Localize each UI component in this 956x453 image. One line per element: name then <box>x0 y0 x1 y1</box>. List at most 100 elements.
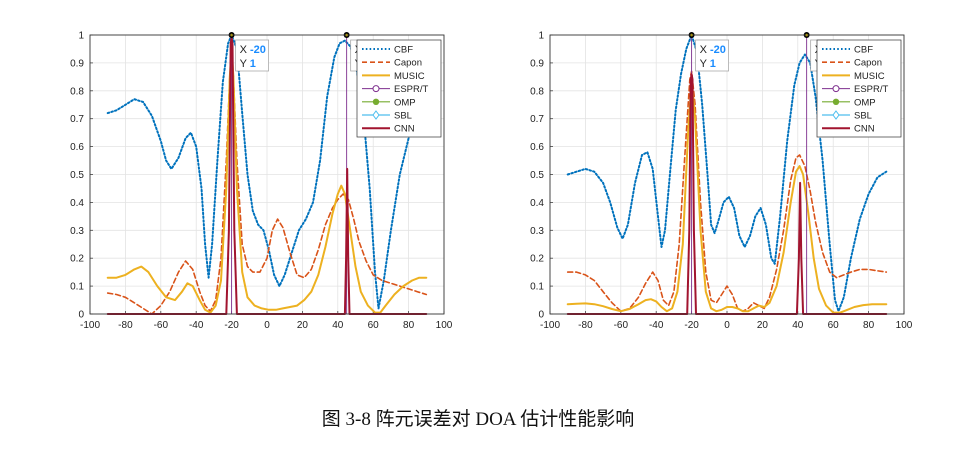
datatip-box <box>695 39 729 72</box>
series-music <box>566 78 888 314</box>
y-tick-label: 0.3 <box>70 226 84 237</box>
datatip-box <box>235 39 270 72</box>
legend-label: ESPR/T <box>394 84 429 95</box>
series-group <box>566 34 888 315</box>
y-tick-label: 0.2 <box>70 254 84 265</box>
legend-label: SBL <box>394 111 412 122</box>
legend-label: CNN <box>394 124 415 135</box>
legend-marker <box>832 110 840 120</box>
y-tick-label: 0.7 <box>530 114 544 125</box>
series-music <box>106 47 428 314</box>
x-tick-label: 40 <box>792 320 804 331</box>
legend-label: CNN <box>854 124 875 135</box>
y-tick-label: 0.2 <box>530 254 544 265</box>
y-tick-label: 0.1 <box>70 282 84 293</box>
legend-entry-cbf: CBF <box>362 45 413 56</box>
series-cnn <box>566 73 888 315</box>
legend-label: MUSIC <box>854 71 885 82</box>
y-tick-label: 1 <box>78 31 84 42</box>
series-group <box>106 34 428 315</box>
y-tick-label: 0.4 <box>70 198 84 209</box>
x-tick-label: 20 <box>297 320 309 331</box>
series-capon <box>106 56 428 315</box>
legend-label: Capon <box>854 58 882 69</box>
legend-label: CBF <box>394 45 413 56</box>
legend: CBF Capon MUSIC ESPR/T OMP SBL CNN <box>816 39 902 138</box>
legend-label: CBF <box>854 45 873 56</box>
legend-marker <box>372 98 380 106</box>
legend: CBF Capon MUSIC ESPR/T OMP SBL CNN <box>356 39 442 138</box>
legend-label: MUSIC <box>394 71 425 82</box>
legend-entry-omp: OMP <box>362 97 416 108</box>
legend-entry-music: MUSIC <box>362 71 425 82</box>
x-tick-label: -40 <box>649 320 664 331</box>
x-tick-label: 0 <box>264 320 270 331</box>
datatip-y: Y 1 <box>700 58 716 70</box>
x-tick-label: -20 <box>224 320 239 331</box>
legend-entry-capon: Capon <box>822 58 882 69</box>
y-tick-label: 0.8 <box>70 86 84 97</box>
y-tick-label: 0.9 <box>530 58 544 69</box>
legend-entry-cnn: CNN <box>362 124 415 135</box>
series-capon <box>566 70 888 312</box>
legend-entry-omp: OMP <box>822 97 876 108</box>
x-tick-label: -20 <box>684 320 699 331</box>
series-cbf <box>106 34 428 310</box>
y-tick-label: 0.8 <box>530 86 544 97</box>
legend-entry-cnn: CNN <box>822 124 875 135</box>
axes-frame <box>89 34 445 315</box>
datatip-x: X -20 <box>700 44 726 56</box>
y-tick-label: 0.3 <box>530 226 544 237</box>
legend-entry-esprit: ESPR/T <box>822 84 889 95</box>
legend-entry-capon: Capon <box>362 58 422 69</box>
x-tick-label: 0 <box>724 320 730 331</box>
x-tick-label: 60 <box>368 320 380 331</box>
x-tick-label: 100 <box>436 320 453 331</box>
axes-frame <box>549 34 905 315</box>
series-cbf <box>566 34 888 313</box>
chart-panel-1: -100 -80 -60 -40 -20 0 20 40 60 80 100 0 0.1 0.2 0.3 0.… <box>70 31 453 332</box>
x-tick-label: 40 <box>332 320 344 331</box>
legend-entry-music: MUSIC <box>822 71 885 82</box>
y-tick-label: 0 <box>538 310 544 321</box>
y-tick-label: 0.4 <box>530 198 544 209</box>
y-tick-label: 0.9 <box>70 58 84 69</box>
y-tick-label: 0.1 <box>530 282 544 293</box>
figure-caption: 图 3-8 阵元误差对 DOA 估计性能影响 <box>321 409 635 430</box>
x-tick-label: -100 <box>80 320 100 331</box>
x-tick-label: 60 <box>828 320 840 331</box>
series-cnn <box>106 36 428 315</box>
x-tick-label: -60 <box>154 320 169 331</box>
datatip-x: X -20 <box>240 44 266 56</box>
y-tick-label: 0.5 <box>530 170 544 181</box>
y-tick-label: 0.6 <box>70 142 84 153</box>
x-tick-label: -80 <box>118 320 133 331</box>
y-tick-label: 0 <box>78 310 84 321</box>
legend-marker <box>372 110 380 120</box>
datatip: X -20 Y 1 <box>695 39 729 72</box>
legend-entry-sbl: SBL <box>362 110 412 122</box>
legend-label: OMP <box>394 97 416 108</box>
legend-entry-sbl: SBL <box>822 110 872 122</box>
datatip: X -20 Y 1 <box>235 39 270 72</box>
legend-label: ESPR/T <box>854 84 889 95</box>
y-tick-label: 0.5 <box>70 170 84 181</box>
chart-panel-2: -100 -80 -60 -40 -20 0 20 40 60 80 100 0 0.1 0.2 0.3 0.… <box>530 31 913 332</box>
datatip-y: Y 1 <box>240 58 256 70</box>
legend-entry-esprit: ESPR/T <box>362 84 429 95</box>
x-tick-label: 80 <box>863 320 875 331</box>
x-tick-label: -100 <box>540 320 560 331</box>
y-tick-label: 0.7 <box>70 114 84 125</box>
x-tick-label: -60 <box>614 320 629 331</box>
y-tick-label: 1 <box>538 31 544 42</box>
x-tick-label: 80 <box>403 320 415 331</box>
legend-label: Capon <box>394 58 422 69</box>
x-tick-label: -80 <box>578 320 593 331</box>
x-tick-label: 100 <box>896 320 913 331</box>
legend-label: SBL <box>854 111 872 122</box>
y-tick-label: 0.6 <box>530 142 544 153</box>
legend-marker <box>372 85 380 93</box>
legend-marker <box>832 85 840 93</box>
x-tick-label: -40 <box>189 320 204 331</box>
